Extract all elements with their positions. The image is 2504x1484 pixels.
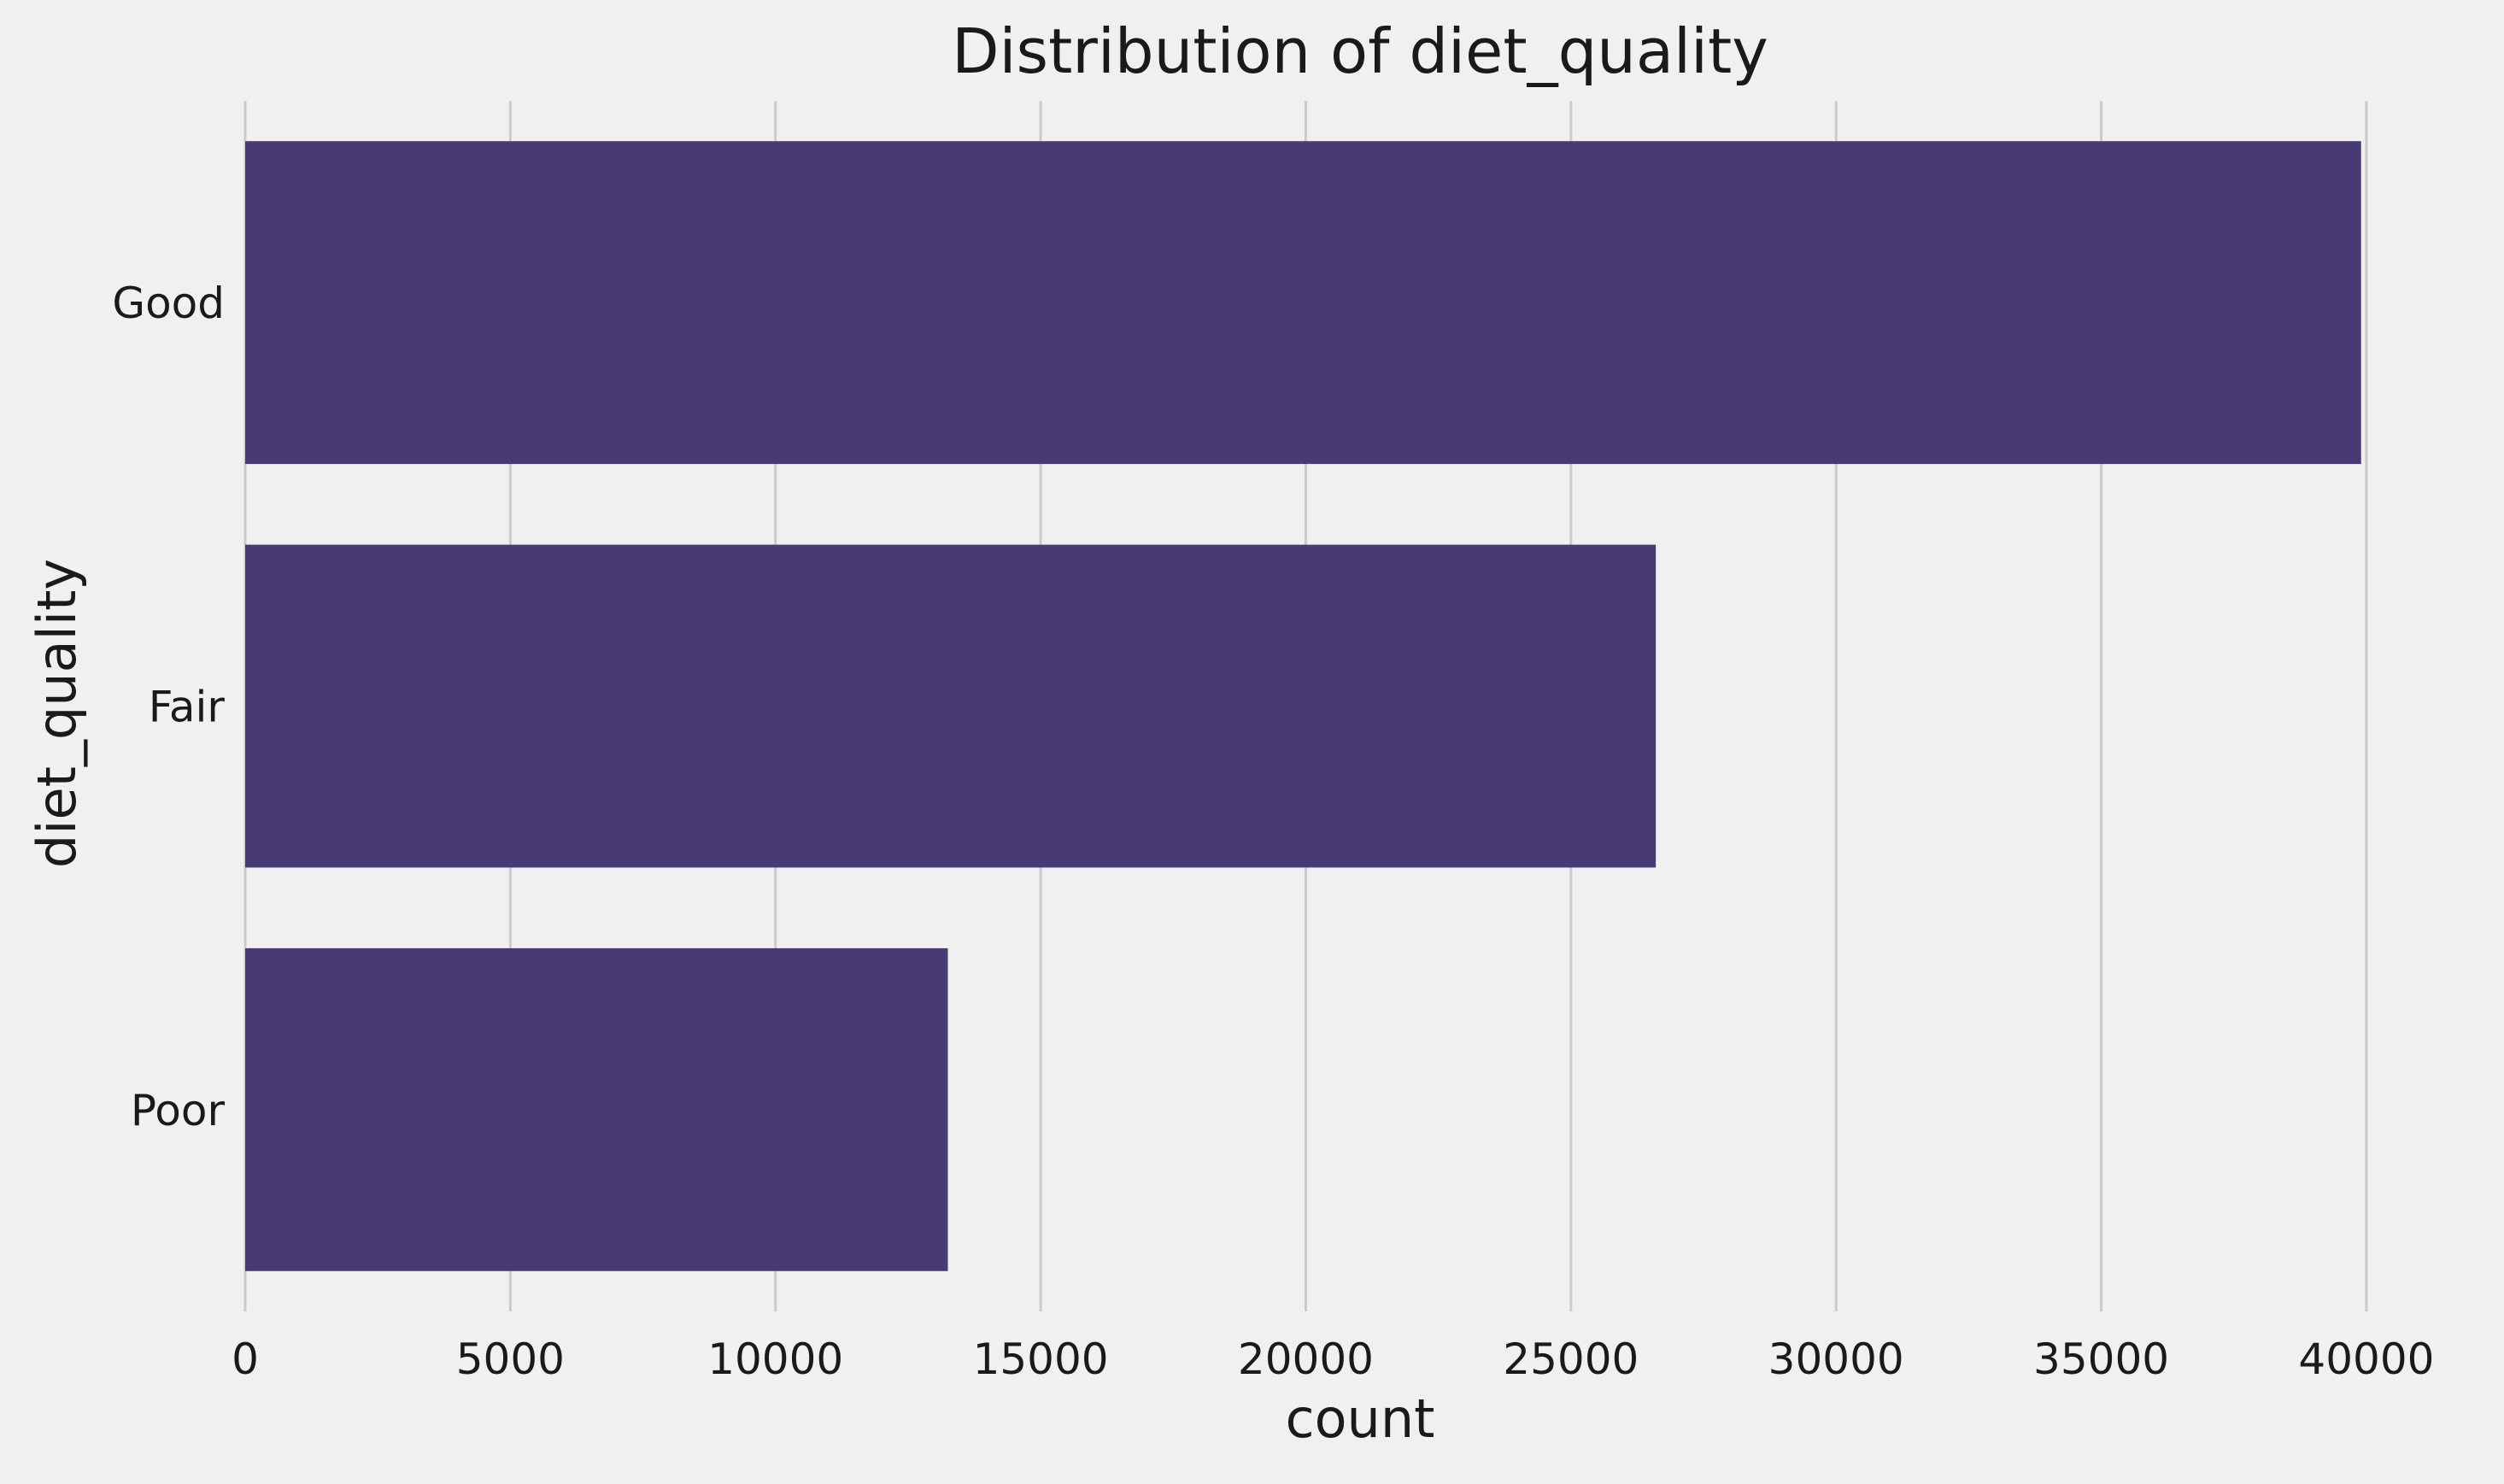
x-axis-label: count [1286, 1387, 1435, 1450]
bar-fair [245, 544, 1657, 868]
x-tick-label-35000: 35000 [2033, 1334, 2169, 1384]
y-tick-label-fair: Fair [149, 683, 226, 732]
x-tick-label-15000: 15000 [973, 1334, 1109, 1384]
x-tick-label-25000: 25000 [1503, 1334, 1639, 1384]
bar-poor [245, 947, 948, 1271]
chart-title: Distribution of diet_quality [952, 15, 1768, 87]
y-tick-label-good: Good [112, 279, 225, 328]
y-axis-label: diet_quality [26, 559, 88, 868]
x-tick-label-10000: 10000 [707, 1334, 843, 1384]
x-tick-label-5000: 5000 [456, 1334, 565, 1384]
x-tick-labels: 0 5000 10000 15000 20000 25000 30000 35000 40000 [232, 1334, 2434, 1384]
bar-good [245, 141, 2361, 465]
x-tick-label-20000: 20000 [1238, 1334, 1374, 1384]
y-tick-label-poor: Poor [131, 1086, 226, 1135]
y-tick-labels: Good Fair Poor [112, 279, 225, 1135]
bars [245, 141, 2361, 1271]
x-tick-label-0: 0 [232, 1334, 259, 1384]
x-tick-label-30000: 30000 [1768, 1334, 1904, 1384]
x-tick-label-40000: 40000 [2298, 1334, 2434, 1384]
